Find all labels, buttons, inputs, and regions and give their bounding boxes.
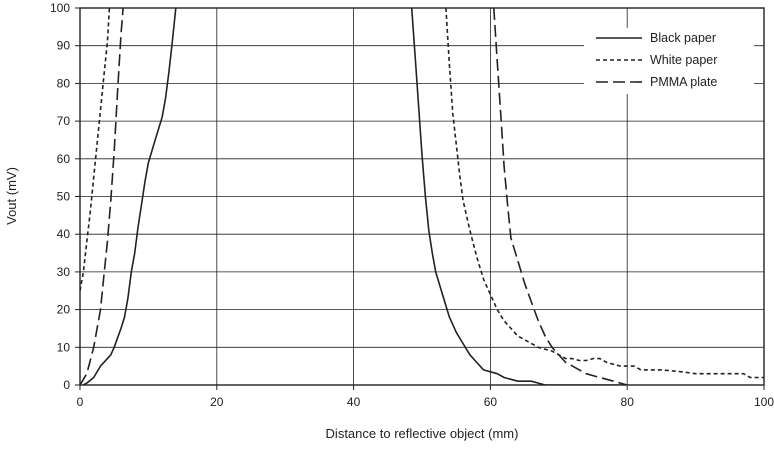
x-tick-label: 40	[347, 395, 361, 409]
series-line-pmma-plate	[493, 8, 628, 385]
grid-lines	[80, 8, 764, 385]
x-tick-label: 0	[77, 395, 84, 409]
y-tick-label: 50	[57, 190, 71, 204]
series-line-pmma-plate	[80, 8, 124, 385]
series-line-black-paper	[410, 8, 628, 385]
x-tick-label: 60	[484, 395, 498, 409]
legend: Black paper White paper PMMA plate	[584, 28, 754, 94]
legend-label-pmma-plate: PMMA plate	[650, 75, 717, 89]
y-tick-label: 40	[57, 227, 71, 241]
y-tick-label: 30	[57, 265, 71, 279]
y-tick-label: 80	[57, 76, 71, 90]
x-tick-label: 20	[210, 395, 224, 409]
y-tick-label: 100	[50, 1, 70, 15]
y-axis-label: Vout (mV)	[4, 167, 19, 225]
y-tick-label: 0	[63, 378, 70, 392]
x-tick-label: 100	[754, 395, 774, 409]
tick-labels: 0 10 20 30 40 50 60 70 80 90 100 0 20 40 60 80 100	[50, 1, 774, 409]
series-line-white-paper	[80, 8, 111, 291]
y-tick-label: 20	[57, 303, 71, 317]
legend-background	[584, 28, 754, 94]
legend-label-white-paper: White paper	[650, 53, 717, 67]
series-line-black-paper	[83, 8, 177, 385]
y-tick-label: 60	[57, 152, 71, 166]
series-group	[80, 8, 764, 385]
y-tick-label: 10	[57, 340, 71, 354]
y-tick-label: 90	[57, 39, 71, 53]
y-tick-label: 70	[57, 114, 71, 128]
plot-frame	[79, 7, 765, 386]
x-axis-label: Distance to reflective object (mm)	[326, 426, 519, 441]
x-tick-label: 80	[621, 395, 635, 409]
legend-label-black-paper: Black paper	[650, 31, 716, 45]
